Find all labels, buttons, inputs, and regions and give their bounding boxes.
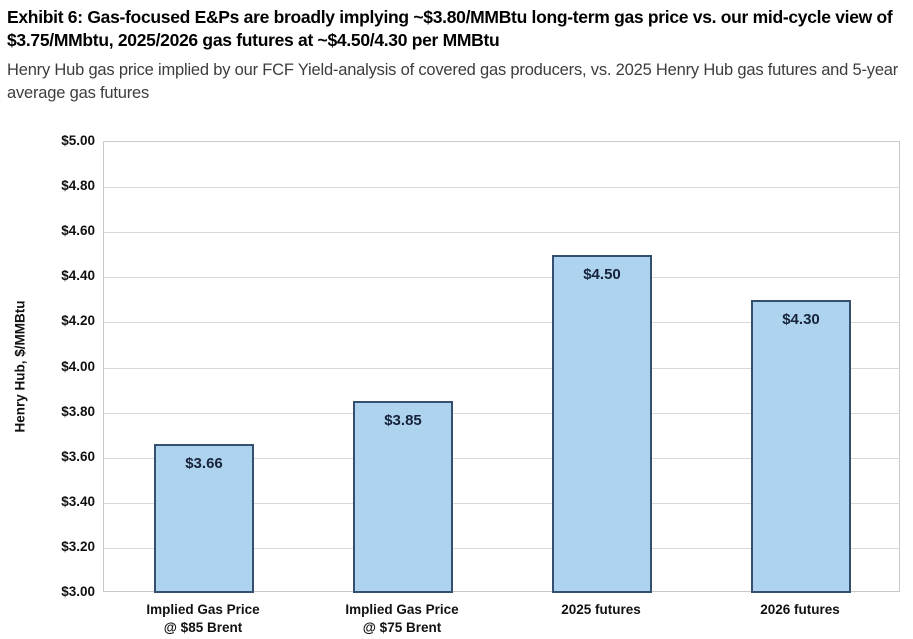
gridline (104, 548, 899, 549)
gridline (104, 503, 899, 504)
bar-value-label: $4.30 (782, 311, 820, 328)
x-category-label-line: @ $85 Brent (163, 619, 243, 635)
y-tick-label: $5.00 (61, 133, 95, 148)
y-tick-label: $4.80 (61, 178, 95, 193)
y-axis-title: Henry Hub, $/MMBtu (12, 300, 28, 433)
gridline (104, 187, 899, 188)
plot-area: $3.66 $3.85 $4.50 $4.30 (103, 141, 900, 593)
x-category-label-line: Implied Gas Price (345, 602, 459, 617)
y-tick-label: $4.00 (61, 359, 95, 374)
x-category-label: Implied Gas Price @ $85 Brent (118, 601, 288, 636)
y-tick-label: $4.60 (61, 223, 95, 238)
bar-value-label: $4.50 (583, 266, 621, 283)
bar: $3.85 (353, 401, 453, 593)
x-category-label: 2026 futures (715, 601, 885, 619)
y-tick-label: $4.40 (61, 268, 95, 283)
bar-value-label: $3.85 (384, 412, 422, 429)
gridline (104, 232, 899, 233)
y-tick-label: $3.00 (61, 584, 95, 599)
y-tick-label: $3.60 (61, 449, 95, 464)
x-category-label-line: Implied Gas Price (146, 602, 260, 617)
gridline (104, 458, 899, 459)
y-tick-label: $3.40 (61, 494, 95, 509)
bar-value-label: $3.66 (185, 455, 223, 472)
bar: $3.66 (154, 444, 254, 593)
gridline (104, 277, 899, 278)
gridline (104, 368, 899, 369)
bar: $4.30 (751, 300, 851, 593)
y-tick-label: $4.20 (61, 313, 95, 328)
x-category-label-line: 2026 futures (760, 602, 840, 617)
exhibit-subtitle: Henry Hub gas price implied by our FCF Y… (7, 61, 899, 103)
gridline (104, 322, 899, 323)
bar: $4.50 (552, 255, 652, 593)
exhibit-title: Exhibit 6: Gas-focused E&Ps are broadly … (7, 7, 893, 51)
y-tick-label: $3.80 (61, 404, 95, 419)
y-tick-label: $3.20 (61, 539, 95, 554)
x-category-label-line: 2025 futures (561, 602, 641, 617)
x-category-label: Implied Gas Price @ $75 Brent (317, 601, 487, 636)
x-category-label: 2025 futures (516, 601, 686, 619)
x-category-label-line: @ $75 Brent (362, 619, 442, 635)
gridline (104, 413, 899, 414)
